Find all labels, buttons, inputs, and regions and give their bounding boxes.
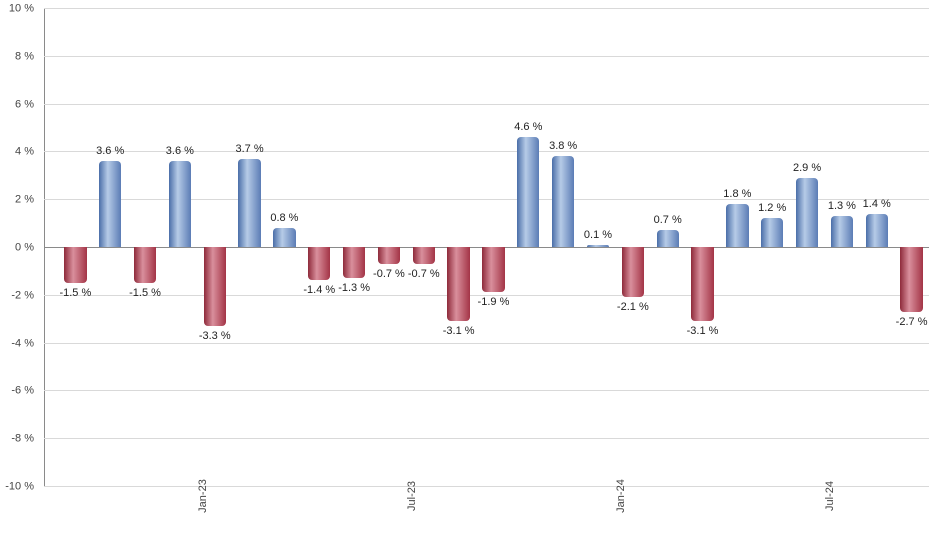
bar — [204, 247, 226, 326]
y-tick-label: 8 % — [15, 50, 44, 62]
bar — [552, 156, 574, 247]
y-tick-label: 4 % — [15, 146, 44, 158]
bar-chart: -10 % -8 % -6 % -4 % -2 % 0 % 2 % 4 % 6 % 8 % 10 %… — [0, 0, 940, 550]
y-tick-label: -8 % — [11, 433, 44, 445]
bar-value-label: 4.6 % — [514, 121, 542, 133]
bar — [726, 204, 748, 247]
gridline — [44, 56, 929, 57]
bar — [64, 247, 86, 283]
bar-value-label: 3.8 % — [549, 140, 577, 152]
bar-value-label: -2.7 % — [896, 316, 928, 328]
bar — [900, 247, 922, 312]
y-tick-label: -6 % — [11, 385, 44, 397]
bar-value-label: -2.1 % — [617, 301, 649, 313]
x-tick-label: Jul-24 — [824, 481, 836, 511]
bar — [622, 247, 644, 297]
x-tick-label: Jan-23 — [197, 479, 209, 513]
bar — [238, 159, 260, 247]
bar-value-label: 3.6 % — [166, 145, 194, 157]
bar-value-label: 1.4 % — [863, 198, 891, 210]
bar-value-label: -3.3 % — [199, 330, 231, 342]
gridline — [44, 104, 929, 105]
bar-value-label: 1.3 % — [828, 200, 856, 212]
bar — [308, 247, 330, 280]
bar — [343, 247, 365, 278]
bar-value-label: -0.7 % — [373, 268, 405, 280]
bar-value-label: -1.4 % — [303, 284, 335, 296]
bar-value-label: -1.3 % — [338, 282, 370, 294]
y-tick-label: 6 % — [15, 98, 44, 110]
gridline — [44, 8, 929, 9]
bar-value-label: 0.7 % — [654, 214, 682, 226]
bar-value-label: -3.1 % — [443, 325, 475, 337]
bar — [866, 214, 888, 247]
bar — [657, 230, 679, 247]
bar-value-label: 3.6 % — [96, 145, 124, 157]
y-tick-label: 10 % — [9, 3, 44, 15]
bar-value-label: -3.1 % — [687, 325, 719, 337]
bar — [761, 218, 783, 247]
bar-value-label: -1.5 % — [59, 287, 91, 299]
y-tick-label: -4 % — [11, 337, 44, 349]
y-tick-label: 0 % — [15, 242, 44, 254]
bar-value-label: 1.8 % — [723, 188, 751, 200]
bar-value-label: 2.9 % — [793, 162, 821, 174]
bar-value-label: -1.5 % — [129, 287, 161, 299]
bar — [273, 228, 295, 247]
bar-value-label: 3.7 % — [235, 143, 263, 155]
x-tick-label: Jul-23 — [406, 481, 418, 511]
bar — [796, 178, 818, 247]
bar — [378, 247, 400, 264]
bar — [99, 161, 121, 247]
gridline — [44, 438, 929, 439]
bar — [691, 247, 713, 321]
bar — [413, 247, 435, 264]
bar — [831, 216, 853, 247]
gridline — [44, 390, 929, 391]
bar — [482, 247, 504, 292]
plot-area: -10 %-8 %-6 %-4 %-2 %0 %2 %4 %6 %8 %10 %… — [44, 8, 929, 486]
bar-value-label: -0.7 % — [408, 268, 440, 280]
y-tick-label: 2 % — [15, 194, 44, 206]
bar — [447, 247, 469, 321]
gridline — [44, 343, 929, 344]
bar-value-label: -1.9 % — [478, 296, 510, 308]
y-tick-label: -2 % — [11, 289, 44, 301]
bar — [587, 245, 609, 247]
bar-value-label: 0.1 % — [584, 229, 612, 241]
bar-value-label: 1.2 % — [758, 202, 786, 214]
bar — [134, 247, 156, 283]
y-tick-label: -10 % — [5, 481, 44, 493]
x-tick-label: Jan-24 — [615, 479, 627, 513]
bar-value-label: 0.8 % — [270, 212, 298, 224]
gridline — [44, 486, 929, 487]
bar — [169, 161, 191, 247]
bar — [517, 137, 539, 247]
